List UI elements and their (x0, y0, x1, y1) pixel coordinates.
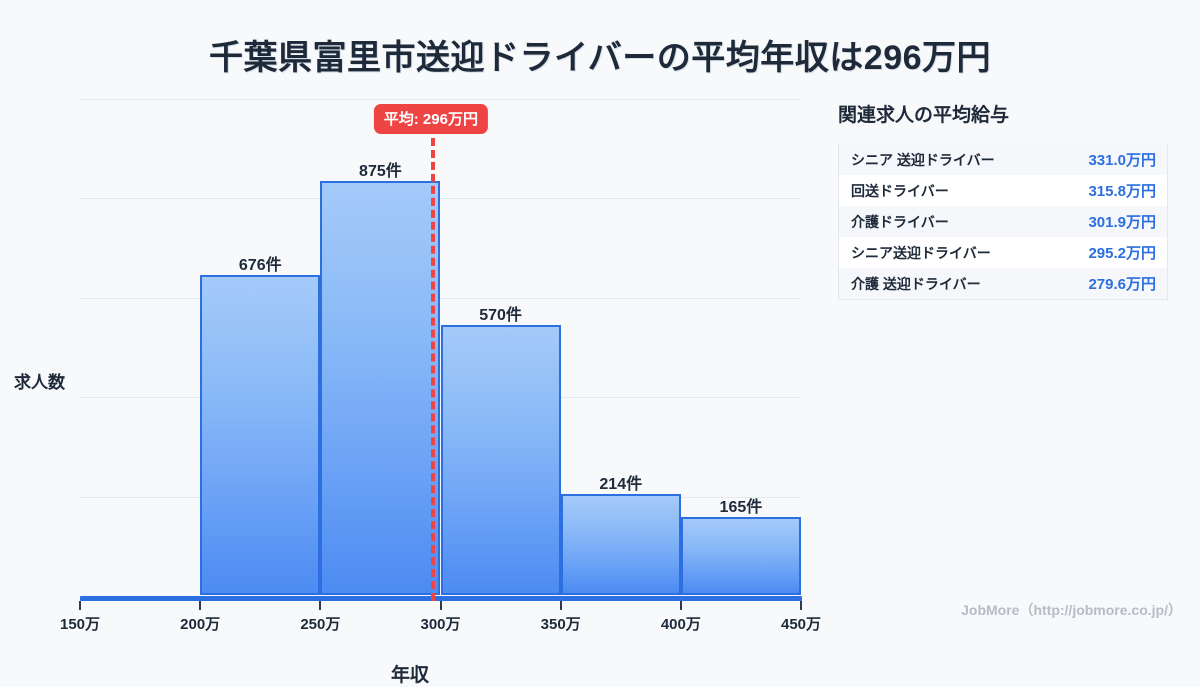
x-axis-title: 年収 (390, 665, 429, 686)
average-salary-value: 315.8万円 (1088, 183, 1156, 200)
bar[interactable] (560, 493, 681, 595)
job-title-label: シニア 送迎ドライバー (851, 151, 995, 168)
job-title-label: 介護 送迎ドライバー (851, 275, 981, 292)
x-axis-tick-label: 350万 (540, 616, 581, 633)
related-salary-table: シニア 送迎ドライバー 331.0万円回送ドライバー 315.8万円介護ドライバー 3… (838, 144, 1168, 300)
histogram-chart: 求人数 年収 150万 200万 250万 300万 350万 400万 450万 676件… (0, 90, 821, 686)
table-row[interactable]: シニア 送迎ドライバー 331.0万円 (839, 144, 1167, 175)
bar-value-label: 676件 (238, 257, 282, 275)
bar-value-label: 570件 (479, 307, 522, 325)
average-badge: 平均: 296万円 (373, 104, 488, 134)
x-axis-tick-label: 250万 (300, 616, 341, 633)
gridline (80, 198, 801, 200)
x-axis-tick-label: 150万 (59, 616, 101, 633)
x-axis-tick-label: 400万 (660, 616, 701, 633)
table-row[interactable]: 回送ドライバー 315.8万円 (839, 175, 1167, 206)
average-dashed-line (430, 126, 435, 601)
job-title-label: 回送ドライバー (851, 182, 949, 199)
table-row[interactable]: 介護ドライバー 301.9万円 (839, 206, 1167, 237)
page-title: 千葉県富里市送迎ドライバーの平均年収は296万円 (208, 39, 992, 77)
related-salary-panel: 関連求人の平均給与 シニア 送迎ドライバー 331.0万円回送ドライバー 315.8… (838, 100, 1168, 300)
average-salary-value: 279.6万円 (1088, 276, 1156, 293)
bar-value-label: 165件 (719, 498, 763, 516)
job-title-label: シニア送迎ドライバー (851, 244, 991, 261)
bar-value-label: 214件 (599, 475, 643, 493)
x-axis-tick (79, 601, 81, 610)
bar-value-label: 875件 (359, 162, 402, 180)
table-row[interactable]: 介護 送迎ドライバー 279.6万円 (839, 268, 1167, 299)
gridline (80, 297, 801, 299)
job-title-label: 介護ドライバー (851, 213, 949, 230)
bar[interactable] (200, 275, 321, 595)
average-salary-value: 331.0万円 (1088, 152, 1156, 169)
sidebar-heading: 関連求人の平均給与 (838, 105, 1010, 126)
y-axis-title: 求人数 (14, 373, 65, 392)
x-axis-tick (679, 601, 682, 610)
x-axis-line (80, 596, 802, 601)
x-axis-tick-label: 300万 (420, 616, 461, 633)
x-axis-tick (439, 601, 442, 610)
x-axis-tick (319, 601, 322, 610)
average-salary-value: 301.9万円 (1088, 214, 1156, 231)
x-axis-tick (199, 601, 202, 610)
bar[interactable] (680, 516, 801, 595)
bar[interactable] (320, 180, 441, 595)
x-axis-tick-label: 200万 (180, 616, 221, 633)
x-axis-tick-label: 450万 (780, 616, 822, 633)
average-salary-value: 295.2万円 (1088, 245, 1156, 262)
gridline (80, 99, 801, 100)
watermark: JobMore（http://jobmore.co.jp/） (961, 602, 1182, 618)
x-axis-tick (559, 601, 562, 610)
x-axis-tick (800, 601, 802, 610)
bar[interactable] (440, 325, 561, 595)
table-row[interactable]: シニア送迎ドライバー 295.2万円 (839, 237, 1167, 268)
